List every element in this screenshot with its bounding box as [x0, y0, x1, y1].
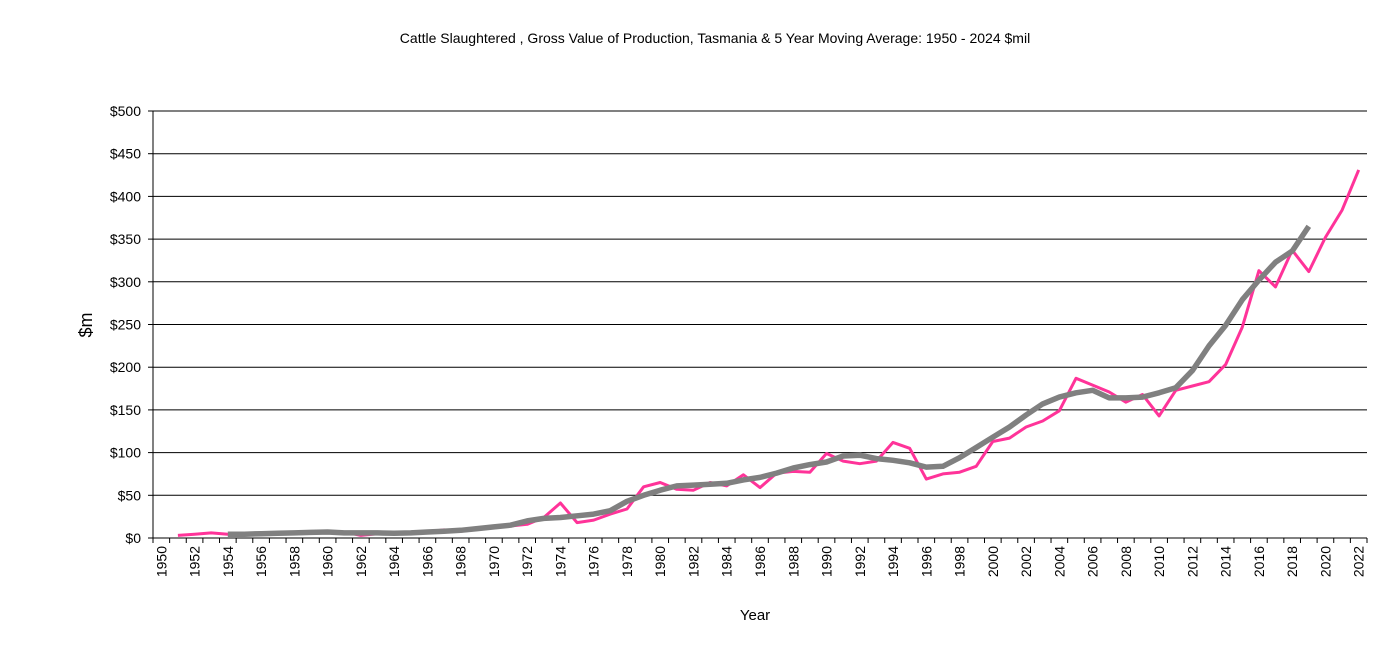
x-tick-label: 2012: [1184, 546, 1200, 577]
chart-title: Cattle Slaughtered , Gross Value of Prod…: [400, 30, 1030, 46]
x-tick-label: 1976: [586, 546, 602, 577]
x-tick-label: 1960: [320, 546, 336, 577]
x-tick-label: 2016: [1251, 546, 1267, 577]
x-tick-label: 1982: [685, 546, 701, 577]
y-tick-label: $150: [110, 402, 141, 418]
x-tick-label: 1954: [220, 546, 236, 577]
x-tick-label: 1980: [652, 546, 668, 577]
x-axis-ticks: 1950 1952 1954 1956 1958 1960 1962 1964 1966 1968…: [152, 538, 1368, 577]
x-tick-label: 1962: [353, 546, 369, 577]
x-tick-label: 1952: [187, 546, 203, 577]
x-tick-label: 2002: [1018, 546, 1034, 577]
x-tick-label: 1998: [952, 546, 968, 577]
x-tick-label: 1966: [419, 546, 435, 577]
x-tick-label: 1968: [453, 546, 469, 577]
y-axis-title: $m: [76, 312, 96, 337]
x-tick-label: 2020: [1317, 546, 1333, 577]
x-tick-label: 1974: [552, 546, 568, 577]
x-tick-label: 1978: [619, 546, 635, 577]
x-tick-label: 1958: [286, 546, 302, 577]
series-lines: [177, 169, 1361, 537]
x-tick-label: 1964: [386, 546, 402, 577]
x-tick-label: 1984: [719, 546, 735, 577]
y-tick-label: $200: [110, 359, 141, 375]
x-tick-label: 1988: [785, 546, 801, 577]
x-tick-label: 2018: [1284, 546, 1300, 577]
x-tick-label: 2006: [1085, 546, 1101, 577]
y-tick-label: $400: [110, 188, 141, 204]
x-tick-label: 1996: [918, 546, 934, 577]
series-line-gross-value: [177, 169, 1361, 537]
series-line-moving-average: [227, 224, 1312, 537]
y-tick-label: $500: [110, 103, 141, 119]
x-tick-label: 1986: [752, 546, 768, 577]
x-tick-label: 1956: [253, 546, 269, 577]
y-tick-label: $250: [110, 317, 141, 333]
x-tick-label: 2010: [1151, 546, 1167, 577]
x-tick-label: 1950: [153, 546, 169, 577]
y-tick-label: $100: [110, 445, 141, 461]
gridlines: [153, 110, 1367, 496]
x-tick-label: 1994: [885, 546, 901, 577]
x-tick-label: 2008: [1118, 546, 1134, 577]
x-tick-label: 2000: [985, 546, 1001, 577]
x-tick-label: 1990: [819, 546, 835, 577]
x-tick-label: 1970: [486, 546, 502, 577]
y-tick-label: $450: [110, 146, 141, 162]
x-tick-label: 1972: [519, 546, 535, 577]
x-tick-label: 1992: [852, 546, 868, 577]
y-tick-label: $50: [118, 487, 142, 503]
y-tick-label: $0: [125, 530, 141, 546]
x-tick-label: 2022: [1351, 546, 1367, 577]
x-tick-label: 2014: [1218, 546, 1234, 577]
y-tick-label: $350: [110, 231, 141, 247]
x-tick-label: 2004: [1051, 546, 1067, 577]
y-tick-label: $300: [110, 274, 141, 290]
x-axis-title: Year: [740, 607, 770, 624]
y-axis-ticks: $0 $50 $100 $150 $200 $250 $300 $350 $400 $450 $50…: [110, 103, 153, 546]
